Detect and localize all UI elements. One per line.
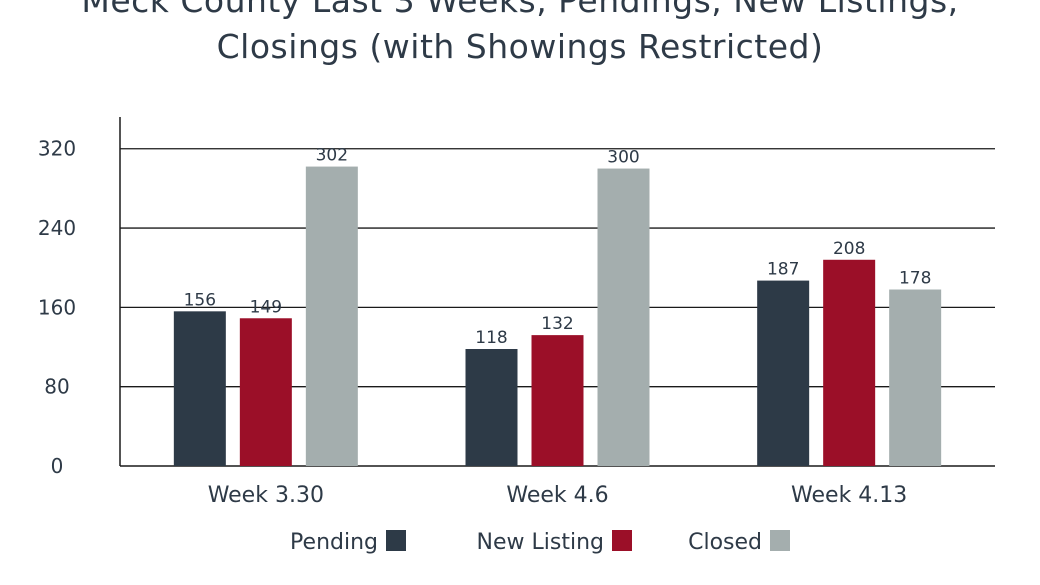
data-label-closed-2: 300 <box>607 148 639 168</box>
y-tick-label-0: 0 <box>51 454 64 478</box>
bar-new-listing-2 <box>531 335 584 466</box>
data-label-pending-3: 187 <box>767 260 799 280</box>
y-tick-label-80: 80 <box>44 375 69 399</box>
bar-pending-2 <box>465 349 518 466</box>
bar-closed-3 <box>889 289 942 466</box>
x-tick-label-3: Week 4.13 <box>791 483 907 508</box>
legend-label-pending: Pending <box>290 530 378 555</box>
bar-new-listing-3 <box>823 259 876 466</box>
bar-closed-1 <box>305 166 358 467</box>
legend-label-new-listing: New Listing <box>477 530 604 555</box>
bar-closed-2 <box>597 168 650 466</box>
data-label-new-listing-1: 149 <box>250 297 282 317</box>
legend-swatch-closed <box>770 530 790 551</box>
data-label-new-listing-2: 132 <box>541 314 573 334</box>
data-label-closed-1: 302 <box>316 146 348 166</box>
data-label-new-listing-3: 208 <box>833 239 865 259</box>
chart-title-line-1: Meck County Last 3 Weeks, Pendings, New … <box>81 0 959 20</box>
data-label-pending-1: 156 <box>184 290 216 310</box>
data-label-closed-3: 178 <box>899 269 931 289</box>
x-tick-label-2: Week 4.6 <box>506 483 608 508</box>
legend-swatch-pending <box>386 530 406 551</box>
legend-label-closed: Closed <box>688 530 762 555</box>
y-tick-label-160: 160 <box>38 295 76 319</box>
legend-swatch-new-listing <box>612 530 632 551</box>
chart-title: Meck County Last 3 Weeks, Pendings, New … <box>0 0 1040 70</box>
bar-new-listing-1 <box>239 318 292 466</box>
y-tick-label-320: 320 <box>38 137 76 161</box>
chart-title-line-2: Closings (with Showings Restricted) <box>216 27 824 66</box>
data-label-pending-2: 118 <box>475 328 507 348</box>
bar-pending-3 <box>757 280 810 466</box>
x-tick-label-1: Week 3.30 <box>208 483 324 508</box>
bar-pending-1 <box>173 311 226 466</box>
y-tick-label-240: 240 <box>38 216 76 240</box>
